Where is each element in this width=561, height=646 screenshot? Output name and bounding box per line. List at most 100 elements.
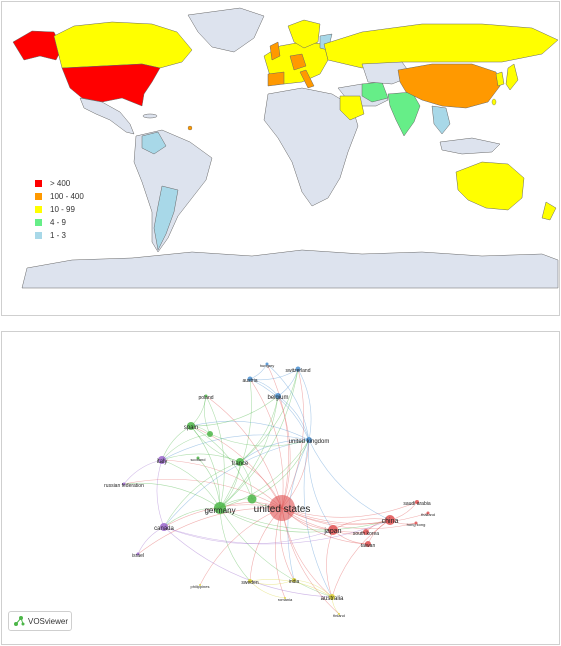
- network-node[interactable]: [247, 494, 257, 504]
- network-node-label: hungary: [260, 363, 274, 368]
- network-node[interactable]: [426, 511, 430, 515]
- canada-region: [53, 21, 193, 69]
- taiwan-region: [491, 98, 497, 106]
- network-link: [163, 439, 310, 528]
- network-node-label: philippines: [191, 584, 210, 589]
- network-link: [161, 433, 211, 461]
- network-node-label: thailand: [421, 512, 435, 517]
- network-node-label: united states: [254, 504, 311, 515]
- network-node-label: south korea: [353, 531, 379, 537]
- network-link: [190, 420, 310, 441]
- network-link: [281, 507, 340, 615]
- mexico-region: [79, 97, 135, 135]
- network-node[interactable]: [365, 541, 371, 547]
- network-node[interactable]: [204, 394, 208, 398]
- network-node-label: spain: [184, 425, 198, 431]
- network-node-label: china: [382, 518, 399, 525]
- network-link: [332, 518, 391, 531]
- network-link: [190, 425, 221, 509]
- network-node[interactable]: [275, 393, 281, 399]
- network-link: [249, 580, 286, 599]
- network-link: [156, 459, 165, 528]
- network-link: [326, 529, 334, 598]
- coauthorship-network: united states germany china japan south kore…: [104, 362, 435, 618]
- network-node[interactable]: [306, 437, 312, 443]
- greenland-region: [187, 7, 265, 53]
- india-region: [387, 91, 421, 137]
- network-link: [249, 378, 310, 441]
- network-node[interactable]: [328, 525, 338, 535]
- network-node[interactable]: [196, 456, 200, 460]
- russia-region: [323, 23, 559, 69]
- network-link: [277, 395, 310, 441]
- network-link: [209, 433, 310, 447]
- network-node-label: belgium: [267, 395, 288, 401]
- network-node[interactable]: [247, 376, 253, 382]
- network-node[interactable]: [136, 552, 140, 556]
- network-link: [219, 507, 333, 598]
- network-link: [297, 368, 312, 441]
- network-node-label: romania: [278, 597, 293, 602]
- uk-region: [269, 41, 281, 61]
- map-legend: > 400 100 - 400 10 - 99 4 - 9 1 - 3: [35, 177, 84, 242]
- network-link: [161, 459, 221, 509]
- network-node-label: switzerland: [285, 368, 310, 374]
- network-node[interactable]: [207, 431, 213, 437]
- network-node[interactable]: [160, 523, 168, 531]
- network-link: [281, 368, 305, 509]
- korea-region: [495, 71, 505, 87]
- saudi-arabia-region: [339, 95, 365, 121]
- network-link: [308, 439, 391, 521]
- network-node[interactable]: [292, 578, 296, 582]
- legend-swatch-100-400: [35, 192, 42, 200]
- network-link: [163, 461, 241, 528]
- network-node[interactable]: [329, 594, 335, 600]
- network-link: [205, 395, 225, 509]
- network-node[interactable]: [338, 613, 340, 615]
- vosviewer-label: VOSviewer: [28, 616, 69, 626]
- network-node[interactable]: [214, 502, 226, 514]
- colombia-region: [141, 131, 167, 155]
- network-link: [163, 526, 334, 545]
- network-link: [219, 395, 279, 509]
- legend-swatch-4-9: [35, 218, 42, 226]
- network-node-label: australia: [321, 596, 344, 602]
- antarctica-region: [21, 249, 559, 289]
- alaska-region: [12, 30, 63, 61]
- new-zealand-region: [541, 201, 557, 221]
- network-node[interactable]: [414, 521, 418, 525]
- legend-row: 100 - 400: [35, 190, 84, 202]
- network-node-label: united kingdom: [289, 439, 330, 445]
- africa-region: [263, 87, 359, 207]
- network-link: [249, 579, 333, 598]
- network-link: [331, 519, 391, 598]
- network-link: [266, 363, 289, 509]
- network-panel: united states germany china japan south kore…: [1, 331, 560, 645]
- network-link: [266, 363, 310, 441]
- network-node[interactable]: [265, 362, 269, 366]
- network-node[interactable]: [199, 584, 201, 586]
- network-node[interactable]: [269, 495, 295, 521]
- scandinavia-region: [287, 19, 321, 49]
- network-node[interactable]: [385, 515, 395, 525]
- network-node[interactable]: [122, 482, 126, 486]
- legend-row: 4 - 9: [35, 216, 84, 228]
- legend-label: 1 - 3: [50, 230, 67, 240]
- vosviewer-badge[interactable]: VOSviewer: [8, 611, 72, 631]
- network-node[interactable]: [187, 422, 195, 430]
- legend-swatch-10-99: [35, 205, 42, 213]
- network-link: [190, 425, 283, 509]
- network-node[interactable]: [295, 366, 301, 372]
- network-node-label: france: [232, 461, 249, 467]
- network-node[interactable]: [284, 597, 286, 599]
- network-node-label: finland: [333, 613, 345, 618]
- network-link: [161, 453, 241, 463]
- legend-label: 4 - 9: [50, 217, 67, 227]
- network-node[interactable]: [248, 579, 252, 583]
- network-node[interactable]: [363, 529, 369, 535]
- network-link: [239, 439, 310, 463]
- network-link: [123, 478, 283, 509]
- network-node[interactable]: [158, 456, 166, 464]
- network-node[interactable]: [236, 458, 244, 466]
- network-node[interactable]: [415, 500, 419, 504]
